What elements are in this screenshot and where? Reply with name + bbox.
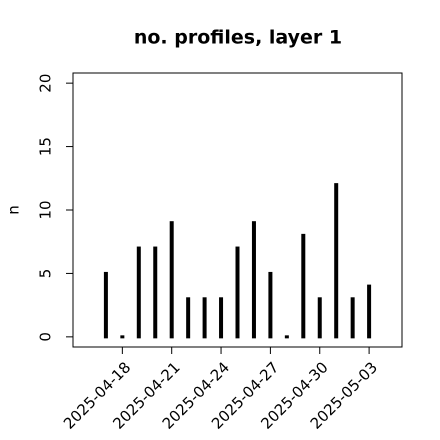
bar [153,246,158,339]
bar [251,221,256,339]
bar [317,297,322,339]
bar [235,246,240,339]
y-tick-label: 0 [37,332,55,342]
bar [350,297,355,339]
bar [103,271,108,339]
bar [367,284,372,339]
bar [219,297,224,339]
bar [120,335,125,339]
bar [334,183,339,339]
bar [284,335,289,339]
bar [301,233,306,339]
bar [136,246,141,339]
y-tick-label: 20 [37,74,55,93]
bar [268,271,273,339]
bar [186,297,191,339]
y-tick-label: 10 [37,200,55,219]
y-tick-label: 5 [37,269,55,279]
chart-title: no. profiles, layer 1 [134,27,342,49]
bar [169,221,174,339]
y-tick-label: 15 [37,137,55,156]
bar [202,297,207,339]
y-axis-label: n [5,205,23,215]
